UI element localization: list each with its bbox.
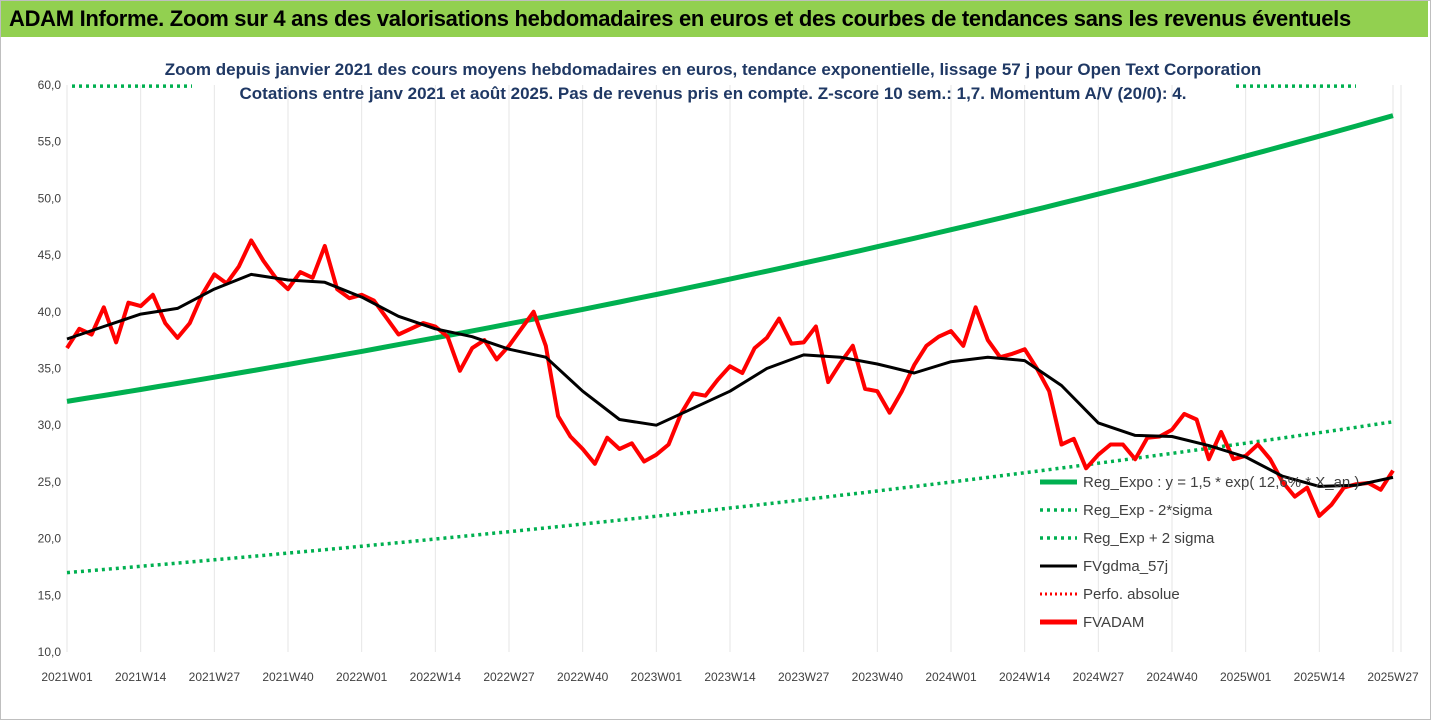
x-tick-label: 2023W40	[852, 670, 904, 684]
series-reg-minus-line	[66, 420, 1394, 575]
chart-subtitle-line: Zoom depuis janvier 2021 des cours moyen…	[165, 60, 1262, 79]
x-tick-label: 2022W27	[483, 670, 535, 684]
y-tick-label: 40,0	[38, 305, 62, 319]
series-fvgdma-line	[66, 272, 1394, 488]
y-tick-label: 30,0	[38, 418, 62, 432]
x-tick-label: 2021W14	[115, 670, 167, 684]
y-tick-label: 15,0	[38, 588, 62, 602]
x-tick-label: 2022W01	[336, 670, 388, 684]
axis-layer: 2021W01 2021W14 2021W27 2021W40 2022W01 2022W…	[38, 78, 1419, 684]
x-tick-label: 2022W40	[557, 670, 609, 684]
x-tick-label: 2025W01	[1220, 670, 1272, 684]
y-tick-label: 50,0	[38, 191, 62, 205]
x-tick-label: 2025W14	[1294, 670, 1346, 684]
x-tick-label: 2025W27	[1367, 670, 1419, 684]
x-tick-label: 2024W27	[1073, 670, 1125, 684]
subtitle-layer: Zoom depuis janvier 2021 des cours moyen…	[165, 60, 1262, 103]
x-tick-label: 2024W01	[925, 670, 977, 684]
y-tick-label: 25,0	[38, 475, 62, 489]
legend-layer: Reg_Expo : y = 1,5 * exp( 12,6% * X_an )…	[1040, 474, 1359, 631]
legend-label: FVADAM	[1083, 614, 1144, 631]
series-fvadam-line	[65, 238, 1395, 518]
chart-subtitle-line: Cotations entre janv 2021 et août 2025. …	[240, 84, 1187, 103]
legend-label: Perfo. absolue	[1083, 586, 1180, 603]
y-tick-label: 20,0	[38, 532, 62, 546]
x-tick-label: 2023W14	[704, 670, 756, 684]
grid-layer	[66, 85, 1402, 652]
header-band: ADAM Informe. Zoom sur 4 ans des valoris…	[1, 1, 1428, 37]
main-title: ADAM Informe. Zoom sur 4 ans des valoris…	[9, 6, 1351, 31]
y-tick-label: 10,0	[38, 645, 62, 659]
series-reg-expo-line	[66, 113, 1394, 404]
x-tick-label: 2021W40	[262, 670, 314, 684]
x-tick-label: 2021W27	[189, 670, 241, 684]
legend-label: Reg_Exp + 2 sigma	[1083, 530, 1215, 547]
y-tick-label: 55,0	[38, 135, 62, 149]
x-tick-label: 2022W14	[410, 670, 462, 684]
x-tick-label: 2023W01	[631, 670, 683, 684]
x-tick-label: 2023W27	[778, 670, 830, 684]
legend-label: Reg_Expo : y = 1,5 * exp( 12,6% * X_an )	[1083, 474, 1359, 491]
y-tick-label: 35,0	[38, 362, 62, 376]
legend-label: Reg_Exp - 2*sigma	[1083, 502, 1213, 519]
x-tick-label: 2024W40	[1146, 670, 1198, 684]
x-tick-label: 2021W01	[41, 670, 93, 684]
y-tick-label: 60,0	[38, 78, 62, 92]
legend-label: FVgdma_57j	[1083, 558, 1168, 575]
series-layer	[65, 84, 1395, 575]
y-tick-label: 45,0	[38, 248, 62, 262]
x-tick-label: 2024W14	[999, 670, 1051, 684]
